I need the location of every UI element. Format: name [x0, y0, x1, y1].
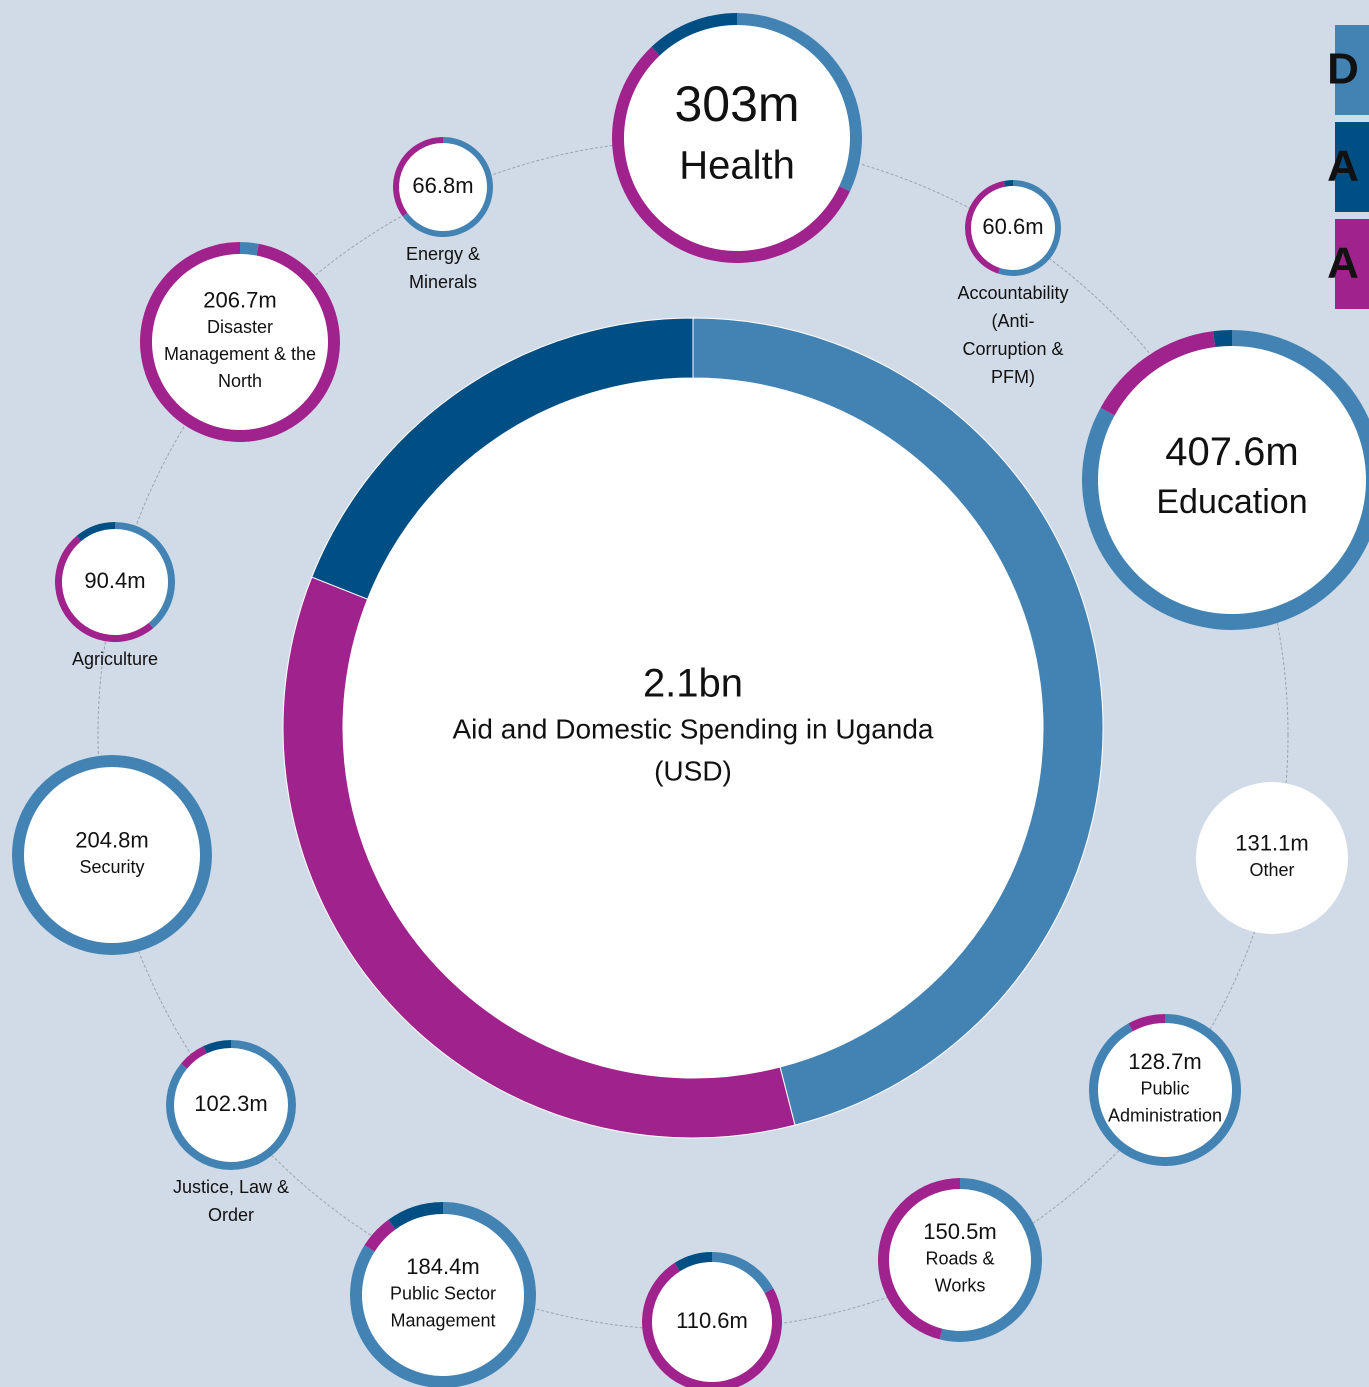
- ring-label: Health: [679, 144, 795, 188]
- ring-center: [166, 1040, 296, 1170]
- ring-segment: [612, 46, 851, 263]
- ring-label: (USD): [654, 755, 732, 786]
- ring-label: Security: [79, 857, 144, 877]
- ring-segment: [964, 180, 1006, 274]
- ring-label: Works: [935, 1275, 986, 1295]
- ring-value: 60.6m: [982, 214, 1043, 239]
- ring-caption: Energy &: [406, 244, 480, 264]
- ring-segment: [311, 317, 694, 600]
- ring-center: [12, 755, 212, 955]
- ring-value: 407.6m: [1165, 430, 1298, 474]
- ring-caption: PFM): [991, 367, 1035, 387]
- ring-segment: [674, 1252, 712, 1272]
- ring-label: Disaster: [207, 317, 273, 337]
- orbit: [97, 139, 1289, 1331]
- ring-center: [350, 1202, 536, 1387]
- ring-label: Administration: [1108, 1105, 1222, 1125]
- ring-center: [965, 180, 1061, 276]
- ring-label: Aid and Domestic Spending in Uganda: [453, 713, 934, 744]
- ring-center: [612, 13, 862, 263]
- ring-label: Education: [1156, 483, 1307, 521]
- ring-segment: [1213, 330, 1232, 348]
- ring-center: [642, 1252, 782, 1387]
- ring-segment: [692, 317, 1104, 1126]
- ring-caption: Accountability: [957, 283, 1068, 303]
- ring-segment: [1004, 180, 1013, 187]
- ring-value: 90.4m: [84, 568, 145, 593]
- ring-center: [1196, 782, 1348, 934]
- ring-value: 184.4m: [406, 1254, 479, 1279]
- ring-value: 150.5m: [923, 1219, 996, 1244]
- ring-label: Public: [1140, 1078, 1189, 1098]
- legend-label: A: [1327, 142, 1359, 191]
- ring-caption: Corruption &: [962, 339, 1063, 359]
- ring-caption: Order: [208, 1205, 254, 1225]
- ring-label: Public Sector: [390, 1283, 496, 1303]
- ring-label: Management: [390, 1310, 495, 1330]
- ring-center: [1082, 330, 1369, 630]
- ring-segment: [1100, 331, 1216, 416]
- ring-segment: [393, 137, 443, 217]
- ring-value: 303m: [674, 76, 799, 132]
- ring-caption: Minerals: [409, 272, 477, 292]
- ring-value: 204.8m: [75, 827, 148, 852]
- legend-label: A: [1327, 239, 1359, 288]
- ring-center: [140, 242, 340, 442]
- legend-swatch: [1335, 122, 1369, 212]
- ring-label: Other: [1249, 860, 1294, 880]
- ring-value: 102.3m: [194, 1091, 267, 1116]
- legend-swatch: [1335, 25, 1369, 115]
- ring-segment: [203, 1040, 231, 1054]
- ring-segment: [388, 1202, 443, 1230]
- ring-segment: [737, 13, 862, 192]
- ring-caption: Justice, Law &: [173, 1177, 289, 1197]
- ring-value: 66.8m: [412, 173, 473, 198]
- legend-label: D: [1327, 45, 1359, 94]
- ring-label: Management & the: [164, 344, 316, 364]
- ring-center: [283, 318, 1103, 1138]
- ring-segment: [712, 1252, 774, 1294]
- ring-label: North: [218, 371, 262, 391]
- legend-swatch: [1335, 219, 1369, 309]
- ring-caption: Agriculture: [72, 649, 158, 669]
- ring-segment: [1128, 1014, 1165, 1032]
- ring-caption: (Anti-: [991, 311, 1034, 331]
- ring-value: 128.7m: [1128, 1049, 1201, 1074]
- ring-segment: [115, 522, 175, 629]
- ring-segment: [180, 1046, 207, 1069]
- ring-segment: [877, 1178, 960, 1340]
- ring-segment: [282, 576, 796, 1139]
- ring-value: 206.7m: [203, 287, 276, 312]
- ring-value: 110.6m: [676, 1308, 748, 1333]
- ring-value: 2.1bn: [643, 662, 743, 706]
- ring-value: 131.1m: [1235, 830, 1308, 855]
- ring-segment: [364, 1219, 396, 1252]
- ring-center: [1089, 1014, 1241, 1166]
- ring-segment: [76, 522, 115, 542]
- ring-center: [393, 137, 493, 237]
- ring-center: [878, 1178, 1042, 1342]
- ring-segment: [54, 535, 154, 643]
- ring-segment: [651, 13, 737, 56]
- ring-segment: [240, 242, 259, 256]
- ring-label: Roads &: [925, 1248, 994, 1268]
- ring-center: [55, 522, 175, 642]
